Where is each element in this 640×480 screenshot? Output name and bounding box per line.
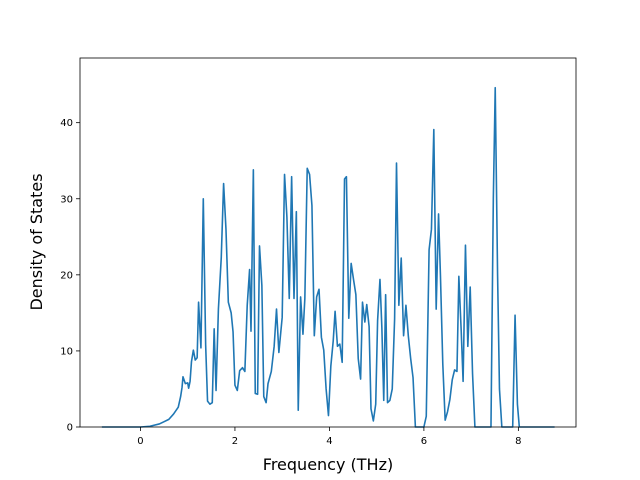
x-tick-label: 8 [515,436,521,447]
x-tick-label: 2 [232,436,238,447]
y-tick-label: 10 [60,346,73,357]
y-axis-label: Density of States [27,173,46,310]
x-axis-label: Frequency (THz) [263,455,393,474]
y-tick-label: 20 [60,270,73,281]
x-tick-label: 0 [137,436,143,447]
y-tick-label: 30 [60,194,73,205]
x-tick-label: 6 [421,436,427,447]
y-tick-label: 0 [67,423,73,434]
x-tick-label: 4 [326,436,332,447]
y-tick-label: 40 [60,118,73,129]
